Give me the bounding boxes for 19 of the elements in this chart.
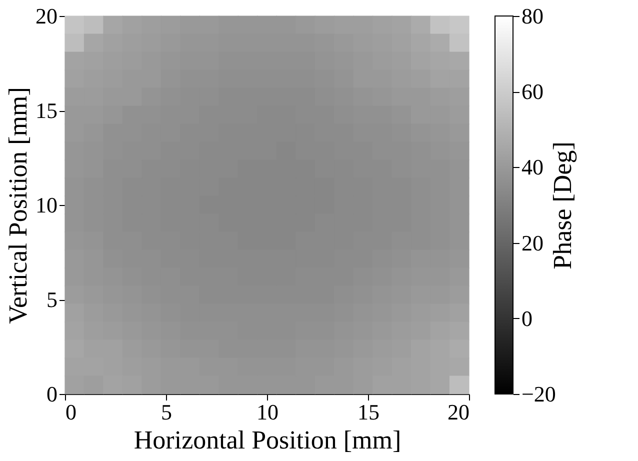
color-bar-label: 0 xyxy=(522,306,532,331)
y-tick-label: 20 xyxy=(36,4,58,28)
color-bar-title: Phase [Deg] xyxy=(548,142,577,270)
x-axis-title: Horizontal Position [mm] xyxy=(134,426,402,454)
x-tick-label: 5 xyxy=(161,400,172,424)
color-bar-label: −20 xyxy=(522,382,556,406)
y-tick-label: 5 xyxy=(46,287,58,312)
y-tick-label: 0 xyxy=(46,382,58,406)
x-tick-label: 15 xyxy=(358,400,380,424)
color-bar-label: 20 xyxy=(522,230,544,256)
color-bar-label: 80 xyxy=(522,4,544,28)
color-bar-label: 40 xyxy=(522,154,544,180)
y-tick-label: 15 xyxy=(36,98,58,123)
x-tick-label: 10 xyxy=(256,400,278,424)
x-tick-label: 0 xyxy=(66,400,76,424)
x-tick-label: 20 xyxy=(448,400,470,424)
y-axis-title: Vertical Position [mm] xyxy=(4,87,32,324)
color-bar-label: 60 xyxy=(522,79,544,104)
y-tick-label: 10 xyxy=(36,192,58,218)
